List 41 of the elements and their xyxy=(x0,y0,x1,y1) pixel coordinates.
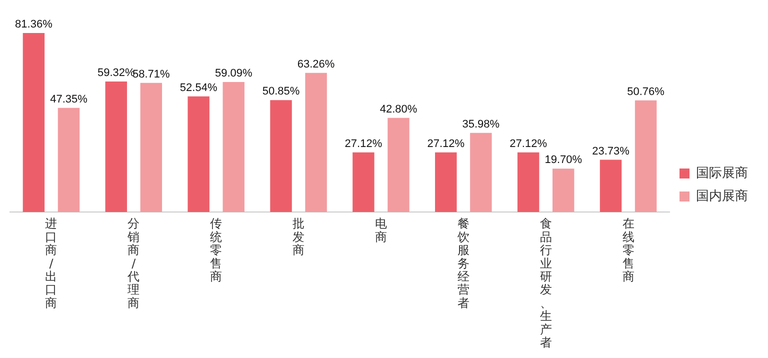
bar xyxy=(222,82,244,212)
bar xyxy=(600,160,622,212)
bar xyxy=(435,152,457,212)
category-label: 食品行业研发、生产者 xyxy=(540,216,552,350)
x-tick-label: 在线零售商 xyxy=(622,216,634,284)
data-label: 19.70% xyxy=(544,154,582,166)
bar xyxy=(517,152,540,212)
data-label: 50.76% xyxy=(627,86,665,98)
bar xyxy=(352,152,374,212)
x-tick-label: 批发商 xyxy=(292,216,305,258)
data-label: 23.73% xyxy=(592,145,630,158)
data-label: 42.80% xyxy=(380,103,418,116)
x-tick-label: 电商 xyxy=(374,216,387,244)
x-tick-label: 餐饮服务经营者 xyxy=(456,216,470,310)
bar xyxy=(270,100,292,212)
data-label: 27.12% xyxy=(344,138,382,150)
data-label: 58.71% xyxy=(132,68,170,80)
bar xyxy=(388,118,410,212)
data-label: 63.26% xyxy=(297,58,335,70)
bar xyxy=(188,96,210,212)
bar xyxy=(552,168,574,212)
bar xyxy=(470,132,492,212)
bar xyxy=(634,100,657,212)
bar xyxy=(305,72,327,212)
x-tick-label: 传统零售商 xyxy=(210,216,222,284)
legend-label: 国内展商 xyxy=(696,188,748,204)
bar xyxy=(22,33,45,212)
bar xyxy=(105,81,127,212)
bar xyxy=(58,108,80,212)
data-label: 52.54% xyxy=(180,82,218,94)
bar xyxy=(140,82,162,212)
data-label: 81.36% xyxy=(15,18,53,31)
legend-label: 国际展商 xyxy=(696,166,748,181)
data-label: 47.35% xyxy=(50,93,88,106)
data-label: 35.98% xyxy=(462,118,500,130)
x-tick-label: 进口商/出口商 xyxy=(45,216,58,310)
x-tick-label: 分销商/代理商 xyxy=(126,216,140,310)
data-label: 27.12% xyxy=(427,138,465,150)
data-label: 50.85% xyxy=(262,86,300,98)
data-label: 59.09% xyxy=(214,68,252,80)
data-label: 27.12% xyxy=(510,138,548,150)
